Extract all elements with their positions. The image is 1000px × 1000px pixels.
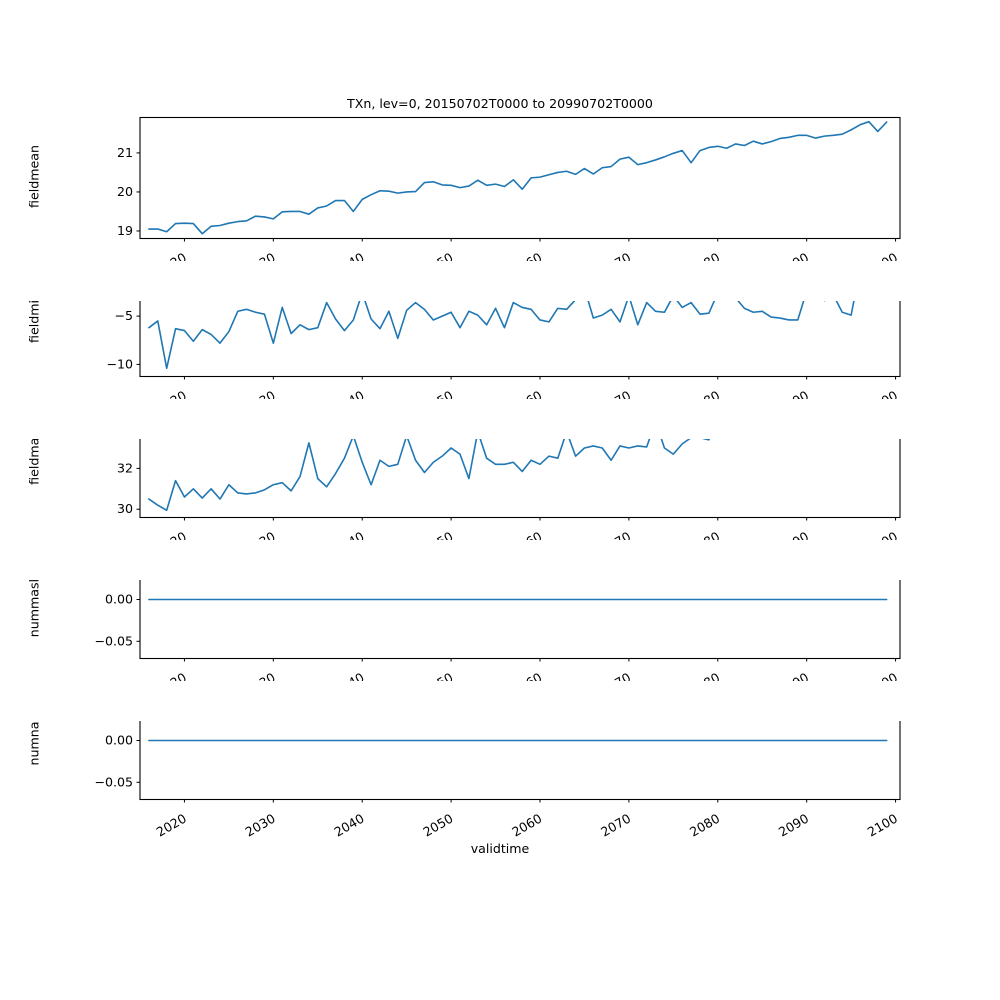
overlap-clip-mask — [0, 681, 1000, 721]
x-tick-label: 2100 — [865, 811, 900, 840]
data-line-fieldmean — [148, 120, 888, 235]
overlap-clip-mask — [0, 261, 1000, 301]
x-tick-label: 2030 — [243, 811, 278, 840]
x-tick-label: 2070 — [598, 811, 633, 840]
y-tick-label: 19 — [117, 223, 133, 238]
x-axis-label: validtime — [470, 841, 530, 856]
y-tick-label: −5 — [114, 308, 133, 323]
y-tick-label: 30 — [117, 501, 133, 516]
y-tick-label: −10 — [106, 356, 133, 371]
y-tick-label: 32 — [117, 460, 133, 475]
x-tick-label: 2090 — [776, 811, 811, 840]
y-tick-label: −0.05 — [94, 633, 133, 648]
overlap-clip-mask — [0, 399, 1000, 439]
figure-title: TXn, lev=0, 20150702T0000 to 20990702T00… — [347, 96, 653, 111]
y-axis-label-fieldmean: fieldmean — [26, 144, 42, 208]
y-tick-label: 0.00 — [105, 733, 133, 748]
axes-frame — [139, 116, 901, 240]
x-tick-label: 2040 — [331, 811, 366, 840]
y-tick-label: 20 — [117, 184, 133, 199]
data-line-fieldmin — [148, 268, 861, 370]
overlap-clip-mask — [0, 540, 1000, 580]
y-tick-label: 21 — [117, 145, 133, 160]
x-tick-label: 2020 — [154, 811, 189, 840]
x-tick-label: 2050 — [420, 811, 455, 840]
x-tick-label: 2080 — [687, 811, 722, 840]
y-tick-label: 0.00 — [105, 592, 133, 607]
x-tick-label: 2060 — [509, 811, 544, 840]
y-tick-label: −0.05 — [94, 774, 133, 789]
